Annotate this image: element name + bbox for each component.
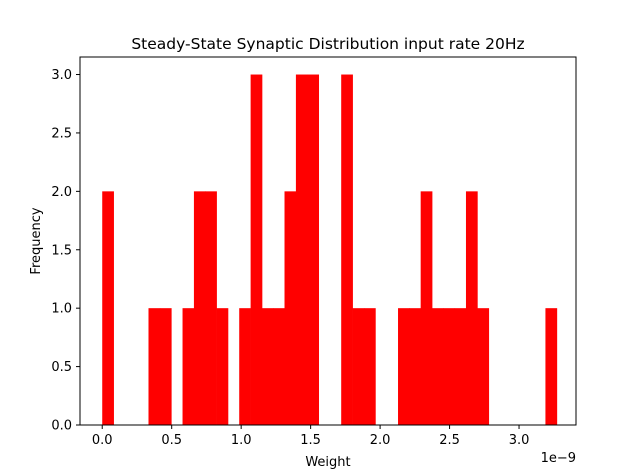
bars-layer xyxy=(102,74,558,426)
histogram-bar-1 xyxy=(148,308,161,425)
histogram-bar-6 xyxy=(216,308,229,425)
histogram-bar-19 xyxy=(420,191,433,425)
histogram-bar-15 xyxy=(352,308,365,425)
y-tick-label: 0.0 xyxy=(51,419,72,434)
y-axis-label: Frequency xyxy=(29,207,44,274)
y-tick-label: 3.0 xyxy=(51,68,72,83)
histogram-bar-5 xyxy=(205,191,217,425)
x-tick-label: 3.0 xyxy=(509,433,530,448)
x-tick-label: 2.5 xyxy=(439,433,460,448)
x-tick-label: 1.0 xyxy=(231,433,252,448)
histogram-bar-3 xyxy=(182,308,195,425)
y-tick-label: 0.5 xyxy=(51,360,72,375)
histogram-bar-17 xyxy=(398,308,410,425)
histogram-bar-7 xyxy=(239,308,251,425)
histogram-bar-2 xyxy=(159,308,172,425)
histogram-bar-23 xyxy=(465,191,478,425)
y-tick-label: 2.0 xyxy=(51,185,72,200)
histogram-bar-4 xyxy=(193,191,206,425)
histogram-bar-20 xyxy=(431,308,444,425)
histogram-bar-0 xyxy=(102,191,114,425)
histogram-bar-25 xyxy=(545,308,558,425)
x-axis-offset-text: 1e−9 xyxy=(541,451,576,466)
histogram-bar-22 xyxy=(454,308,467,425)
x-tick-label: 2.0 xyxy=(370,433,391,448)
x-axis-label: Weight xyxy=(305,455,350,470)
chart-title: Steady-State Synaptic Distribution input… xyxy=(131,35,524,53)
x-tick-label: 1.5 xyxy=(300,433,321,448)
histogram-bar-8 xyxy=(250,74,263,426)
histogram-bar-12 xyxy=(295,74,308,426)
histogram-bar-24 xyxy=(477,308,490,425)
histogram-bar-16 xyxy=(363,308,376,425)
ticks-layer: 0.0 0.5 1.0 1.5 2.0 2.5 3.0 0.0 0.5 1.0 1.5 2.0 2.5 3… xyxy=(51,68,529,448)
y-tick-label: 1.5 xyxy=(51,243,72,258)
histogram-bar-13 xyxy=(307,74,320,426)
histogram-bar-14 xyxy=(341,74,353,426)
y-tick-label: 2.5 xyxy=(51,126,72,141)
x-tick-label: 0.5 xyxy=(161,433,182,448)
histogram-bar-9 xyxy=(261,308,274,425)
histogram-bar-21 xyxy=(443,308,456,425)
x-tick-label: 0.0 xyxy=(92,433,113,448)
plot-area-frame xyxy=(79,56,577,426)
y-tick-label: 1.0 xyxy=(51,302,72,317)
histogram-bar-18 xyxy=(409,308,422,425)
histogram-bar-10 xyxy=(273,308,285,425)
histogram-bar-11 xyxy=(284,191,297,425)
